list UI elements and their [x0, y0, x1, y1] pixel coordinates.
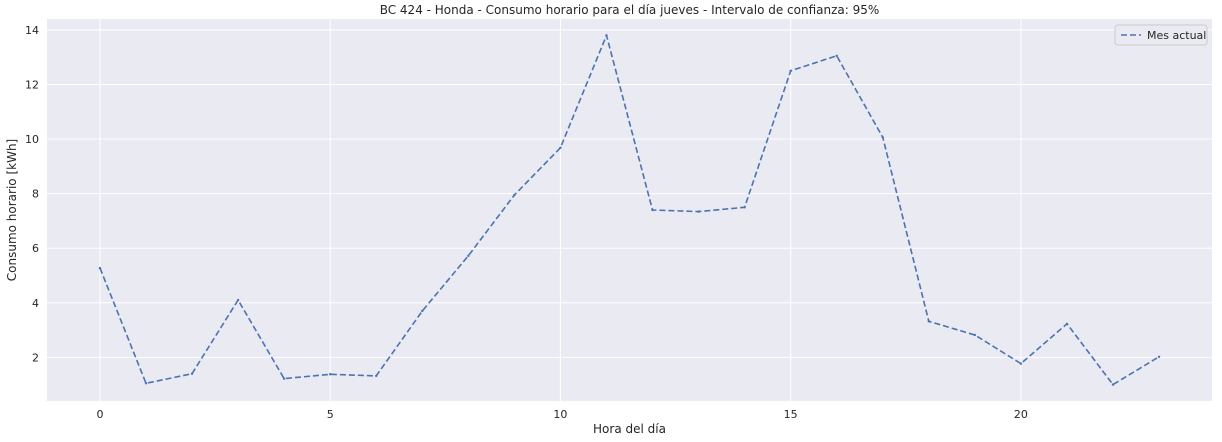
data-point	[236, 298, 240, 302]
data-point	[1019, 362, 1023, 365]
x-tick-label: 10	[553, 408, 567, 421]
data-point	[605, 34, 608, 37]
data-point	[881, 136, 884, 139]
legend-box	[1114, 24, 1208, 46]
data-point	[1065, 322, 1069, 325]
series-layer	[98, 34, 1161, 386]
data-point	[927, 320, 931, 323]
plot-area	[47, 19, 1212, 401]
legend-entry-label: Mes actual	[1147, 29, 1206, 42]
x-tick-label: 15	[784, 408, 798, 421]
x-tick-label: 20	[1014, 408, 1028, 421]
data-point	[697, 210, 700, 213]
data-point	[559, 146, 562, 149]
data-point	[144, 382, 148, 385]
data-point	[513, 193, 516, 197]
data-point	[973, 333, 977, 337]
y-tick-label: 14	[25, 24, 39, 37]
data-point	[98, 266, 102, 270]
y-tick-label: 8	[32, 188, 39, 201]
chart-title: BC 424 - Honda - Consumo horario para el…	[380, 3, 880, 17]
y-tick-label: 6	[32, 242, 39, 255]
y-tick-label: 10	[25, 133, 39, 146]
data-point	[1157, 355, 1161, 358]
legend: Mes actual	[1114, 24, 1208, 46]
y-tick-label: 2	[32, 351, 39, 364]
x-tick-label: 0	[96, 408, 103, 421]
data-point	[835, 54, 838, 58]
data-point	[467, 254, 470, 258]
y-axis-label: Consumo horario [kWh]	[5, 139, 19, 281]
series-line-mes-actual	[99, 34, 1160, 386]
y-tick-label: 12	[25, 78, 39, 91]
data-point	[328, 373, 332, 376]
tick-labels: 0 5 10 15 20 2 4 6 8 10 12 14	[25, 24, 1028, 421]
data-point	[282, 377, 286, 380]
data-point	[1111, 383, 1115, 386]
data-point	[789, 69, 792, 73]
x-tick-label: 5	[327, 408, 334, 421]
x-axis-label: Hora del día	[593, 422, 666, 436]
data-point	[190, 372, 194, 375]
grid-lines	[47, 19, 1212, 401]
data-point	[375, 374, 378, 378]
data-point	[743, 206, 746, 209]
data-point	[651, 208, 654, 212]
y-tick-label: 4	[32, 297, 39, 310]
data-point	[421, 309, 424, 313]
